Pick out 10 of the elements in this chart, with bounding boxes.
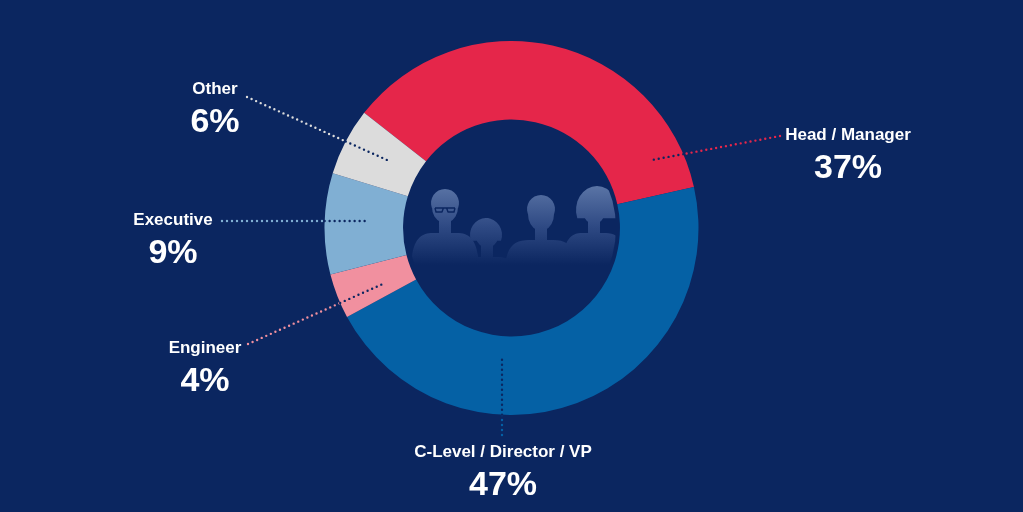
data-label: 37%	[813, 147, 883, 186]
data-label: 9%	[148, 232, 198, 271]
slice-label: Head / Manager	[785, 124, 912, 144]
slice-label: C-Level / Director / VP	[414, 441, 592, 461]
slice-label: Engineer	[168, 337, 242, 357]
slice-label: Other	[192, 78, 239, 98]
data-label: 47%	[468, 464, 538, 503]
slice-label: Executive	[133, 209, 213, 229]
data-label: 4%	[180, 360, 230, 399]
data-label: 6%	[190, 101, 240, 140]
